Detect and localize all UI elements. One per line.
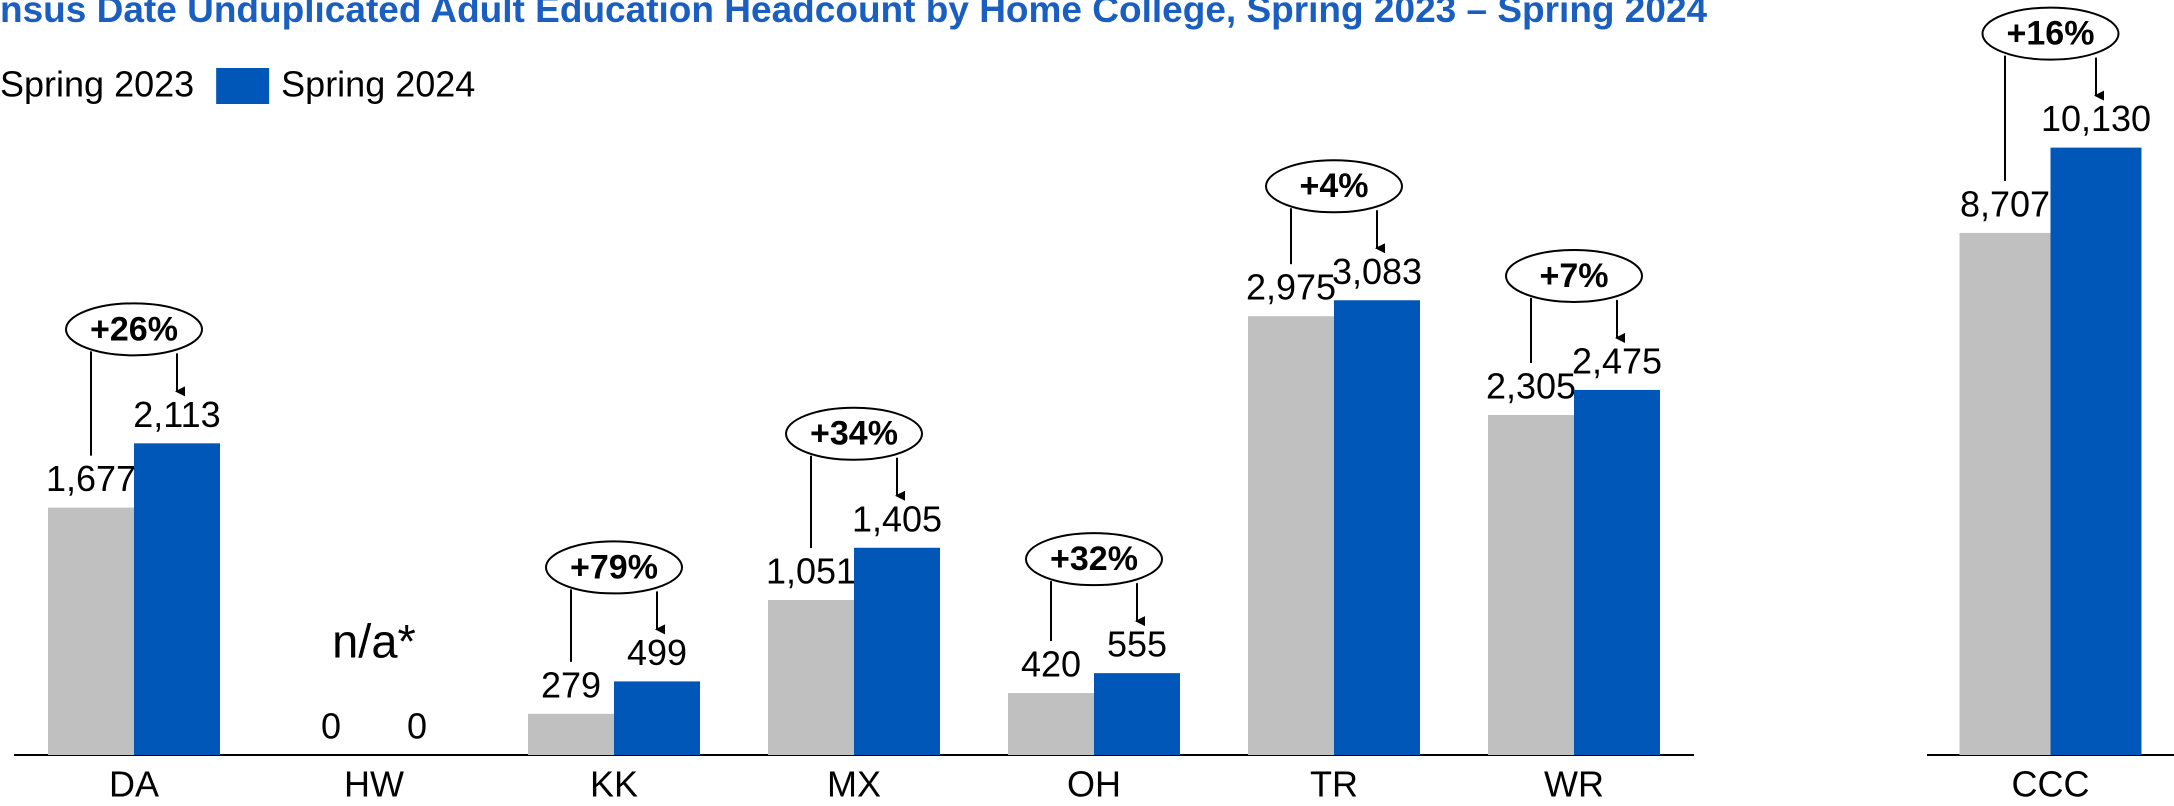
value-label: 279	[541, 664, 601, 705]
annotation: +79%	[570, 548, 658, 586]
value-label: 2,475	[1572, 340, 1662, 381]
value-label: 2,305	[1486, 366, 1576, 407]
value-label: 10,130	[2041, 98, 2151, 139]
bar	[2050, 147, 2142, 755]
value-label: 1,051	[766, 550, 856, 591]
value-label: 0	[407, 706, 427, 747]
bar	[854, 547, 940, 755]
annotation: +34%	[810, 415, 898, 453]
x-tick-label: WR	[1544, 764, 1604, 805]
bar	[134, 443, 220, 755]
value-label: 499	[627, 632, 687, 673]
value-label: 3,083	[1332, 251, 1422, 292]
legend-swatch	[216, 68, 270, 104]
value-label: 8,707	[1960, 183, 2050, 224]
bar	[768, 599, 854, 755]
bar	[1094, 673, 1180, 755]
bar	[1574, 389, 1660, 755]
bar	[614, 681, 700, 755]
annotation: +26%	[90, 310, 178, 348]
chart-title: nsus Date Unduplicated Adult Education H…	[0, 0, 1708, 30]
legend-label: Spring 2023	[0, 64, 194, 105]
annotation: +4%	[1300, 167, 1369, 205]
x-tick-label: DA	[109, 764, 159, 805]
bar	[1248, 316, 1334, 755]
bar	[528, 713, 614, 755]
annotation-bubble	[1025, 532, 1163, 587]
x-tick-label: MX	[827, 764, 881, 805]
annotation-bubble	[1505, 248, 1643, 303]
legend-label: Spring 2024	[281, 64, 475, 105]
bar	[1008, 693, 1094, 755]
x-tick-label: TR	[1310, 764, 1358, 805]
annotation: +16%	[2007, 15, 2095, 53]
value-label: 2,975	[1246, 267, 1336, 308]
x-tick-label: KK	[590, 764, 638, 805]
x-tick-label: OH	[1067, 764, 1121, 805]
value-label: 420	[1021, 644, 1081, 685]
annotation: +32%	[1050, 540, 1138, 578]
annotation-bubble	[65, 302, 203, 357]
annotation: +7%	[1540, 257, 1609, 295]
x-tick-label: CCC	[2012, 764, 2090, 805]
annotation-bubble	[1981, 6, 2120, 61]
bar	[1959, 232, 2051, 755]
value-label: 1,405	[852, 498, 942, 539]
value-label: 2,113	[133, 394, 220, 435]
value-label: 1,677	[46, 458, 136, 499]
value-label: 555	[1107, 624, 1167, 665]
x-tick-label: HW	[344, 764, 404, 805]
annotation-bubble	[785, 406, 923, 461]
bar	[48, 507, 134, 755]
bar	[1334, 300, 1420, 755]
annotation-bubble	[545, 540, 683, 595]
bar	[1488, 415, 1574, 755]
annotation-bubble	[1265, 159, 1403, 214]
category-note: n/a*	[332, 614, 416, 667]
value-label: 0	[321, 706, 341, 747]
